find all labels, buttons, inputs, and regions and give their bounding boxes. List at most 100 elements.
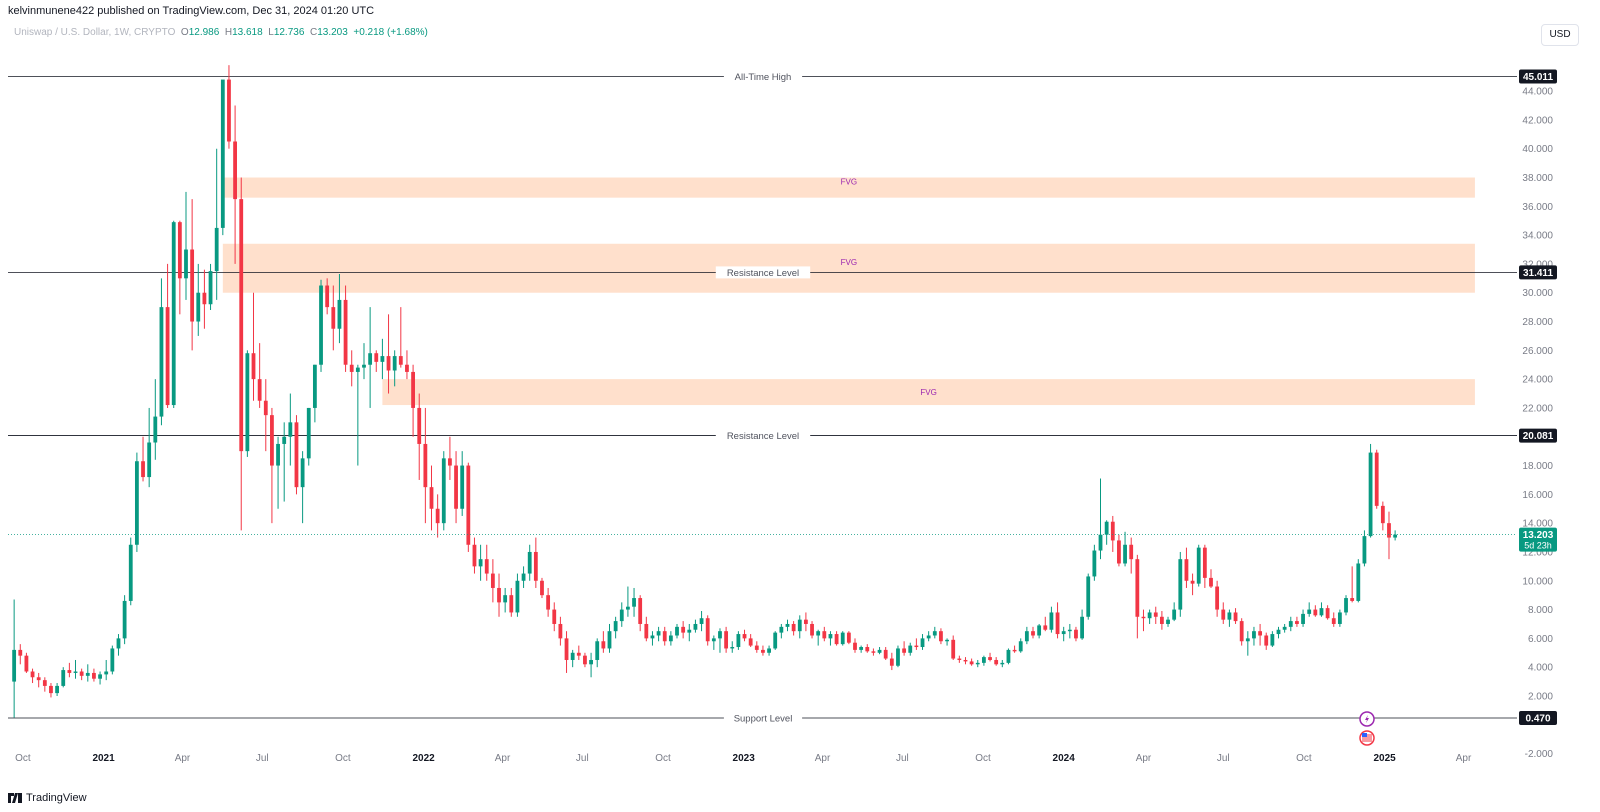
candle-body [147, 442, 152, 478]
candle-body [853, 642, 857, 650]
candle-body [1172, 609, 1177, 620]
candle-body [1141, 616, 1146, 619]
candle-body [1006, 649, 1011, 663]
candle-body [644, 623, 649, 639]
candle-body [1227, 612, 1232, 620]
candle-body [699, 618, 704, 624]
candle-body [1043, 625, 1048, 630]
candle-body [153, 416, 158, 443]
candle-body [969, 661, 974, 665]
candle-body [306, 407, 311, 459]
level-price-tag [1519, 69, 1557, 84]
level-label: Support Level [734, 714, 793, 725]
candle-body [1147, 612, 1152, 619]
candle-body [251, 353, 256, 380]
candle-body [1233, 612, 1238, 622]
candle-body [263, 400, 268, 416]
candle-body [1221, 609, 1226, 620]
candle-body [742, 634, 747, 639]
price-tick-label: 26.000 [1522, 346, 1553, 357]
candle-body [1276, 629, 1281, 635]
candle-body [288, 422, 293, 437]
candle-body [576, 652, 581, 656]
tradingview-logo[interactable]: TradingView [8, 792, 87, 804]
candle-body [1098, 534, 1103, 551]
currency-button[interactable]: USD [1541, 24, 1579, 46]
candle-body [736, 634, 741, 648]
fvg-zone [382, 379, 1475, 406]
price-axis: -2.000 2.000 4.000 6.000 8.000 10.000 12.000 14… [1522, 87, 1553, 761]
time-tick-label: Jul [576, 753, 589, 764]
candle-body [214, 227, 219, 272]
level-price-tag [1519, 428, 1557, 443]
candle-body [85, 672, 90, 676]
price-tick-label: 14.000 [1522, 519, 1553, 530]
low-label: L [268, 27, 274, 38]
candle-body [177, 222, 182, 279]
candle-body [1080, 616, 1085, 639]
price-tick-label: 40.000 [1522, 144, 1553, 155]
candle-body [785, 623, 790, 627]
candle-body [1092, 550, 1097, 577]
candle-body [945, 639, 949, 642]
candle-body [79, 671, 84, 676]
candle-body [1245, 638, 1250, 642]
candle-body [386, 356, 391, 371]
time-tick-label: Oct [15, 753, 31, 764]
candle-body [18, 649, 23, 656]
candle-body [49, 685, 53, 694]
candle-body [1184, 559, 1189, 581]
price-tick-label: 36.000 [1522, 202, 1553, 213]
event-markers[interactable] [1359, 711, 1375, 746]
lightning-icon[interactable] [1359, 711, 1375, 727]
candle-body [1024, 631, 1029, 642]
candle-body [1239, 621, 1244, 642]
candle-body [564, 638, 569, 660]
candle-body [460, 465, 465, 509]
time-tick-label: Apr [1136, 753, 1152, 764]
candle-body [1055, 612, 1060, 635]
low-value: 12.736 [273, 27, 305, 38]
candle-body [1067, 629, 1072, 632]
us-flag-icon[interactable] [1359, 730, 1375, 746]
candle-body [1018, 641, 1023, 652]
candle-body [601, 641, 606, 649]
candle-body [1190, 580, 1195, 584]
price-tick-label: 2.000 [1528, 691, 1553, 702]
candle-body [159, 307, 164, 417]
candle-body [104, 671, 109, 675]
candle-body [276, 443, 280, 466]
time-tick-label: Jul [1217, 753, 1230, 764]
candle-body [1368, 452, 1373, 537]
candle-body [1209, 577, 1213, 587]
candle-body [1252, 631, 1256, 639]
candle-body [626, 606, 630, 610]
candle-body [98, 674, 102, 679]
candle-body [546, 595, 551, 610]
candle-body [877, 649, 882, 653]
level-price-label: 20.081 [1523, 431, 1554, 442]
candle-body [73, 671, 78, 673]
symbol-name: Uniswap / U.S. Dollar, 1W, CRYPTO [14, 27, 176, 38]
price-tick-label: 4.000 [1528, 663, 1553, 674]
fvg-label: FVG [841, 178, 857, 187]
lightning-icon-bolt [1365, 715, 1369, 723]
candle-body [55, 685, 60, 694]
candle-body [1307, 609, 1312, 614]
candle-body [362, 364, 366, 368]
level-label: All-Time High [735, 72, 792, 83]
close-label: C [309, 27, 318, 38]
candle-body [632, 598, 636, 607]
candle-body [110, 648, 115, 672]
candle-body [515, 580, 520, 613]
candle-body [233, 141, 237, 200]
time-tick-label: Oct [655, 753, 671, 764]
candle-body [1049, 612, 1054, 630]
candle-body [834, 634, 839, 645]
candle-body [398, 356, 403, 365]
candle-body [497, 587, 501, 603]
candle-body [1110, 521, 1115, 541]
candle-body [1362, 536, 1367, 564]
candle-body [638, 598, 643, 624]
